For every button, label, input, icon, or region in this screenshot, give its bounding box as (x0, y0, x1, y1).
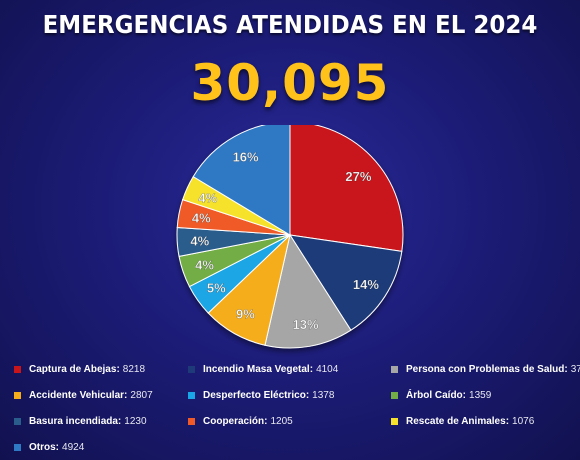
legend-value: 8218 (122, 364, 146, 375)
legend-swatch (14, 392, 21, 399)
legend-value: 1230 (124, 416, 147, 427)
pie-label-persona-con-problemas-de-salud: 13% (293, 317, 319, 332)
legend-value: 4924 (62, 442, 85, 453)
pie-label-captura-de-abejas: 27% (345, 169, 371, 184)
legend-item-otros: Otros:4924 (14, 442, 84, 453)
legend-value: 1076 (512, 416, 535, 427)
legend-item-basura-incendiada: Basura incendiada:1230 (14, 416, 147, 427)
pie-label-arbol-caido: 4% (195, 258, 214, 273)
legend-swatch (188, 366, 195, 373)
pie-label-basura-incendiada: 4% (190, 234, 209, 249)
legend-value: 1359 (469, 390, 492, 401)
pie-slice-persona-con-problemas-de-salud (264, 233, 352, 349)
legend: Captura de Abejas:8218 Incendio Masa Vege… (0, 358, 580, 458)
pie-slice-incendio-masa-vegetal (288, 234, 403, 331)
legend-value: 3794 (570, 364, 580, 375)
legend-value: 1378 (312, 390, 335, 401)
legend-swatch (391, 392, 398, 399)
legend-label: Cooperación (203, 416, 265, 427)
legend-label: Incendio Masa Vegetal (203, 364, 310, 375)
legend-swatch (188, 392, 195, 399)
pie-label-cooperacion: 4% (192, 211, 211, 226)
pie-slice-captura-de-abejas (289, 125, 404, 252)
legend-item-incendio-masa-vegetal: Incendio Masa Vegetal:4104 (188, 364, 338, 375)
pie-label-rescate-de-animales: 4% (198, 190, 217, 205)
legend-item-captura-de-abejas: Captura de Abejas:8218 (14, 364, 145, 375)
legend-item-persona-con-problemas-de-salud: Persona con Problemas de Salud:3794 (391, 364, 580, 375)
legend-item-arbol-caido: Árbol Caído:1359 (391, 390, 491, 401)
pie-label-desperfecto-electrico: 5% (207, 280, 226, 295)
legend-value: 1205 (270, 416, 293, 427)
legend-label: Rescate de Animales (406, 416, 506, 427)
pie-label-otros: 16% (233, 149, 259, 164)
legend-label: Árbol Caído (406, 390, 463, 401)
legend-swatch (188, 418, 195, 425)
legend-label: Desperfecto Eléctrico (203, 390, 306, 401)
legend-swatch (391, 418, 398, 425)
legend-item-cooperacion: Cooperación:1205 (188, 416, 293, 427)
legend-item-desperfecto-electrico: Desperfecto Eléctrico:1378 (188, 390, 334, 401)
pie-chart: 27% 14% 13% 9% 5% 4% 4% 4% 4% 16% (176, 125, 404, 349)
legend-label: Captura de Abejas (29, 364, 117, 375)
legend-swatch (14, 444, 21, 451)
legend-label: Persona con Problemas de Salud (406, 364, 565, 375)
legend-label: Basura incendiada (29, 416, 118, 427)
legend-value: 2807 (130, 390, 153, 401)
legend-item-rescate-de-animales: Rescate de Animales:1076 (391, 416, 534, 427)
legend-swatch (14, 418, 21, 425)
chart-title: EMERGENCIAS ATENDIDAS EN EL 2024 (42, 10, 538, 39)
total-count: 30,095 (190, 54, 390, 112)
legend-label: Accidente Vehicular (29, 390, 125, 401)
legend-value: 4104 (316, 364, 339, 375)
pie-label-accidente-vehicular: 9% (236, 307, 255, 322)
legend-swatch (391, 366, 398, 373)
legend-label: Otros (29, 442, 56, 453)
legend-swatch (14, 366, 21, 373)
pie-label-incendio-masa-vegetal: 14% (353, 277, 379, 292)
legend-item-accidente-vehicular: Accidente Vehicular:2807 (14, 390, 153, 401)
pie-slice-otros (192, 125, 291, 236)
